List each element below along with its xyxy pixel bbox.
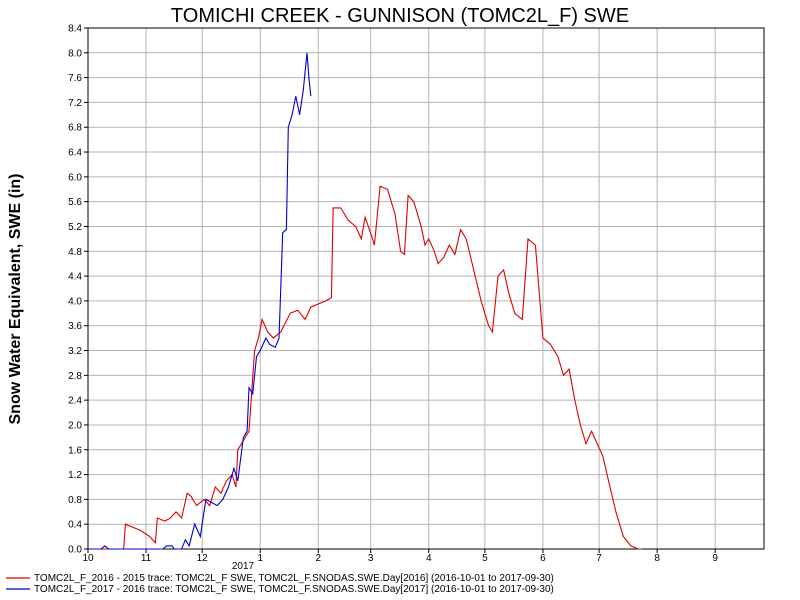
x-tick-label: 2 [315,553,321,564]
x-tick-label: 9 [712,553,718,564]
series-line-1 [88,185,643,550]
y-tick-label: 4.0 [68,296,82,307]
y-tick-labels: 0.0 0.4 0.8 1.2 1.6 2.0 2.4 2.8 3.2 3.6 4.0 4.4 4.8 5… [68,24,82,556]
y-tick-label: 5.2 [68,222,82,233]
x-tick-label: 4 [426,553,432,564]
x-tick-label: 8 [654,553,660,564]
y-tick-label: 2.4 [68,396,82,407]
x-tick-label: 1 [257,553,263,564]
legend: TOMC2L_F_2016 - 2015 trace: TOMC2L_F SWE… [6,573,554,595]
y-axis-label: Snow Water Equivalent, SWE (in) [7,174,24,425]
y-tick-label: 6.4 [68,148,82,159]
x-tick-label: 7 [596,553,602,564]
x-tick-label: 5 [482,553,488,564]
y-tick-label: 7.6 [68,73,82,84]
y-tick-label: 4.4 [68,272,82,283]
legend-entry: TOMC2L_F_2017 - 2016 trace: TOMC2L_F SWE… [34,584,554,595]
chart-title: TOMICHI CREEK - GUNNISON (TOMC2L_F) SWE [171,5,629,27]
x-tick-label: 3 [368,553,374,564]
series-lines [88,52,643,550]
plot-frame [87,27,765,550]
series-line-2 [88,52,312,550]
y-tick-label: 0.0 [68,545,82,556]
y-tick-label: 8.4 [68,24,82,35]
y-tick-label: 4.8 [68,247,82,258]
y-tick-label: 0.4 [68,520,82,531]
x-year-label: 2017 [232,561,255,572]
y-tick-label: 6.8 [68,123,82,134]
y-tick-label: 5.6 [68,197,82,208]
y-tick-label: 2.0 [68,420,82,431]
x-tick-label: 6 [540,553,546,564]
x-tick-labels: 10 11 12 1 2 3 4 5 6 7 8 9 [82,553,718,564]
y-tick-label: 0.8 [68,495,82,506]
grid-lines [84,27,764,553]
x-tick-label: 11 [141,553,152,564]
y-tick-label: 7.2 [68,98,82,109]
legend-entry: TOMC2L_F_2016 - 2015 trace: TOMC2L_F SWE… [34,573,554,584]
y-tick-label: 1.6 [68,445,82,456]
y-tick-label: 2.8 [68,371,82,382]
x-tick-label: 12 [197,553,209,564]
x-tick-label: 10 [82,553,94,564]
y-tick-label: 8.0 [68,48,82,59]
y-tick-label: 1.2 [68,470,82,481]
y-tick-label: 6.0 [68,172,82,183]
y-tick-label: 3.6 [68,321,82,332]
y-tick-label: 3.2 [68,346,82,357]
